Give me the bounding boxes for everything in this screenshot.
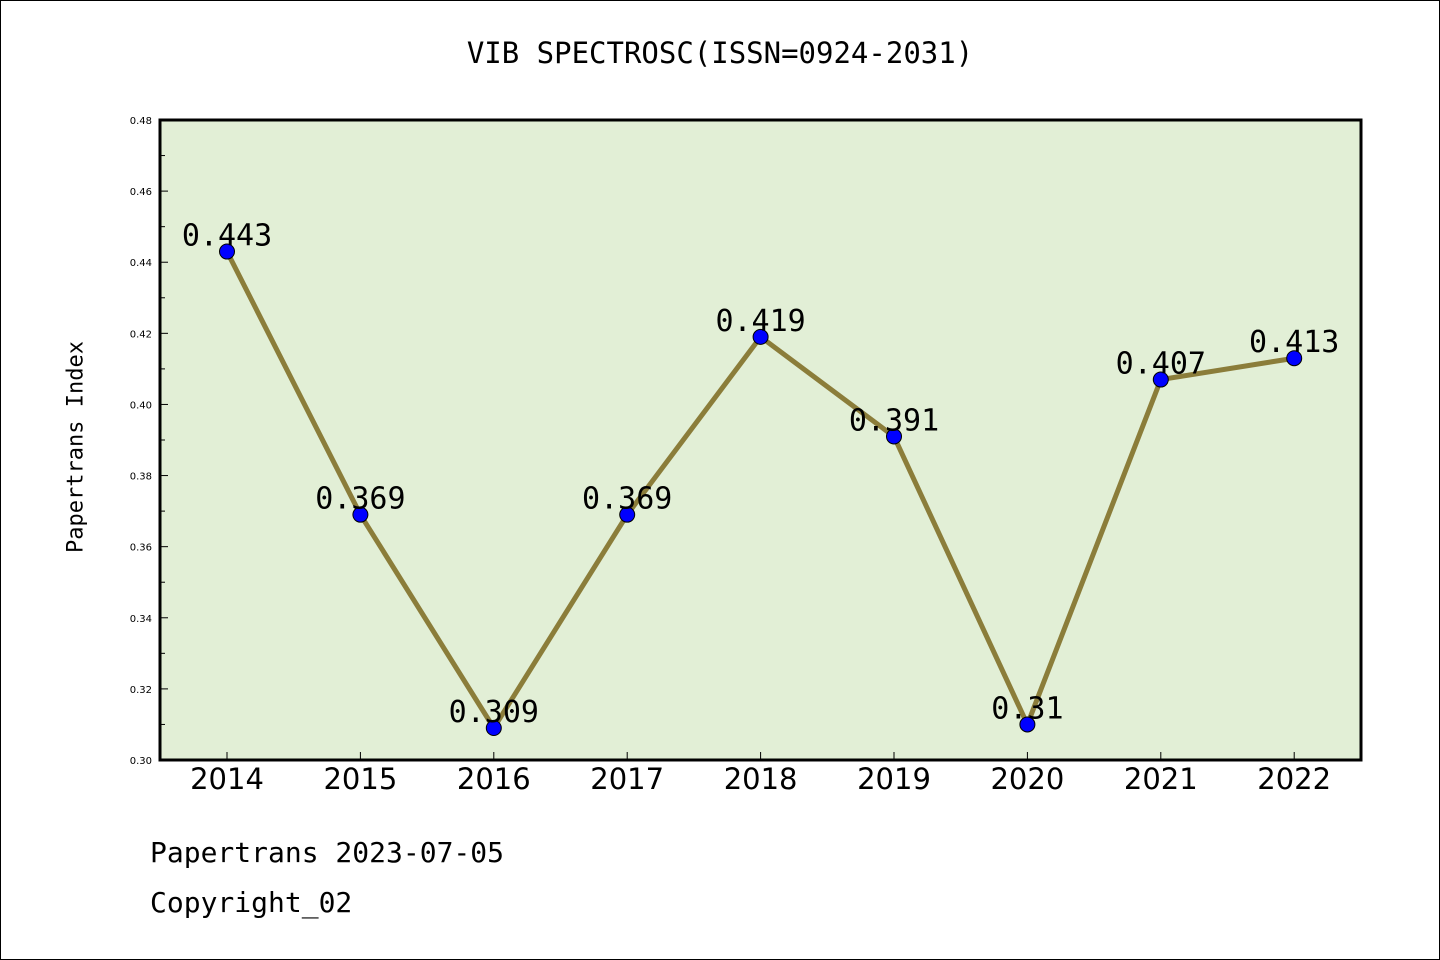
data-label: 0.413 <box>1249 325 1339 360</box>
data-point <box>1019 716 1036 733</box>
x-tick-label: 2020 <box>990 762 1064 796</box>
y-tick-label: 0.32 <box>130 685 152 696</box>
data-point <box>1286 350 1303 367</box>
footer-copyright: Copyright_02 <box>150 886 353 919</box>
y-tick-label: 0.46 <box>130 187 152 198</box>
chart-title: VIB SPECTROSC(ISSN=0924-2031) <box>466 36 974 70</box>
y-tick-label: 0.36 <box>130 543 152 554</box>
x-tick-label: 2021 <box>1124 762 1198 796</box>
data-point <box>485 720 502 736</box>
y-tick-label: 0.48 <box>130 116 152 127</box>
data-label: 0.391 <box>849 403 939 438</box>
footer-date: Papertrans 2023-07-05 <box>150 836 505 869</box>
data-label: 0.369 <box>315 482 405 517</box>
data-label: 0.407 <box>1116 347 1206 382</box>
data-point <box>619 506 636 523</box>
data-point <box>886 428 902 445</box>
y-tick-label: 0.38 <box>130 472 152 483</box>
data-label: 0.309 <box>449 695 539 730</box>
y-tick-label: 0.34 <box>130 614 152 625</box>
data-point <box>752 328 769 345</box>
data-point <box>352 506 369 523</box>
y-tick-label: 0.40 <box>130 400 152 411</box>
data-point <box>1152 371 1169 388</box>
y-tick-label: 0.42 <box>130 329 152 340</box>
x-tick-label: 2015 <box>323 762 397 796</box>
y-tick-label: 0.44 <box>130 258 152 269</box>
data-label: 0.419 <box>715 304 805 339</box>
data-label: 0.31 <box>991 691 1063 726</box>
x-axis: 2014 2015 2016 2017 2018 2019 2020 2021 2022 <box>190 752 1331 796</box>
x-tick-label: 2014 <box>190 762 264 796</box>
plot-area <box>158 118 1363 762</box>
x-tick-label: 2017 <box>590 762 664 796</box>
data-points <box>219 243 1303 736</box>
data-label: 0.369 <box>582 482 672 517</box>
x-tick-label: 2022 <box>1257 762 1331 796</box>
x-tick-label: 2018 <box>724 762 798 796</box>
x-tick-label: 2016 <box>457 762 531 796</box>
y-axis: 0.30 0.32 0.34 0.36 0.38 0.40 0.42 0.44 0.46 0.48 <box>130 116 168 767</box>
data-labels: 0.443 0.369 0.309 0.369 0.419 0.391 0.31 0.407 0… <box>182 219 1340 730</box>
x-tick-label: 2019 <box>857 762 931 796</box>
y-tick-label: 0.30 <box>130 756 152 767</box>
data-label: 0.443 <box>182 219 272 254</box>
data-point <box>219 243 235 260</box>
